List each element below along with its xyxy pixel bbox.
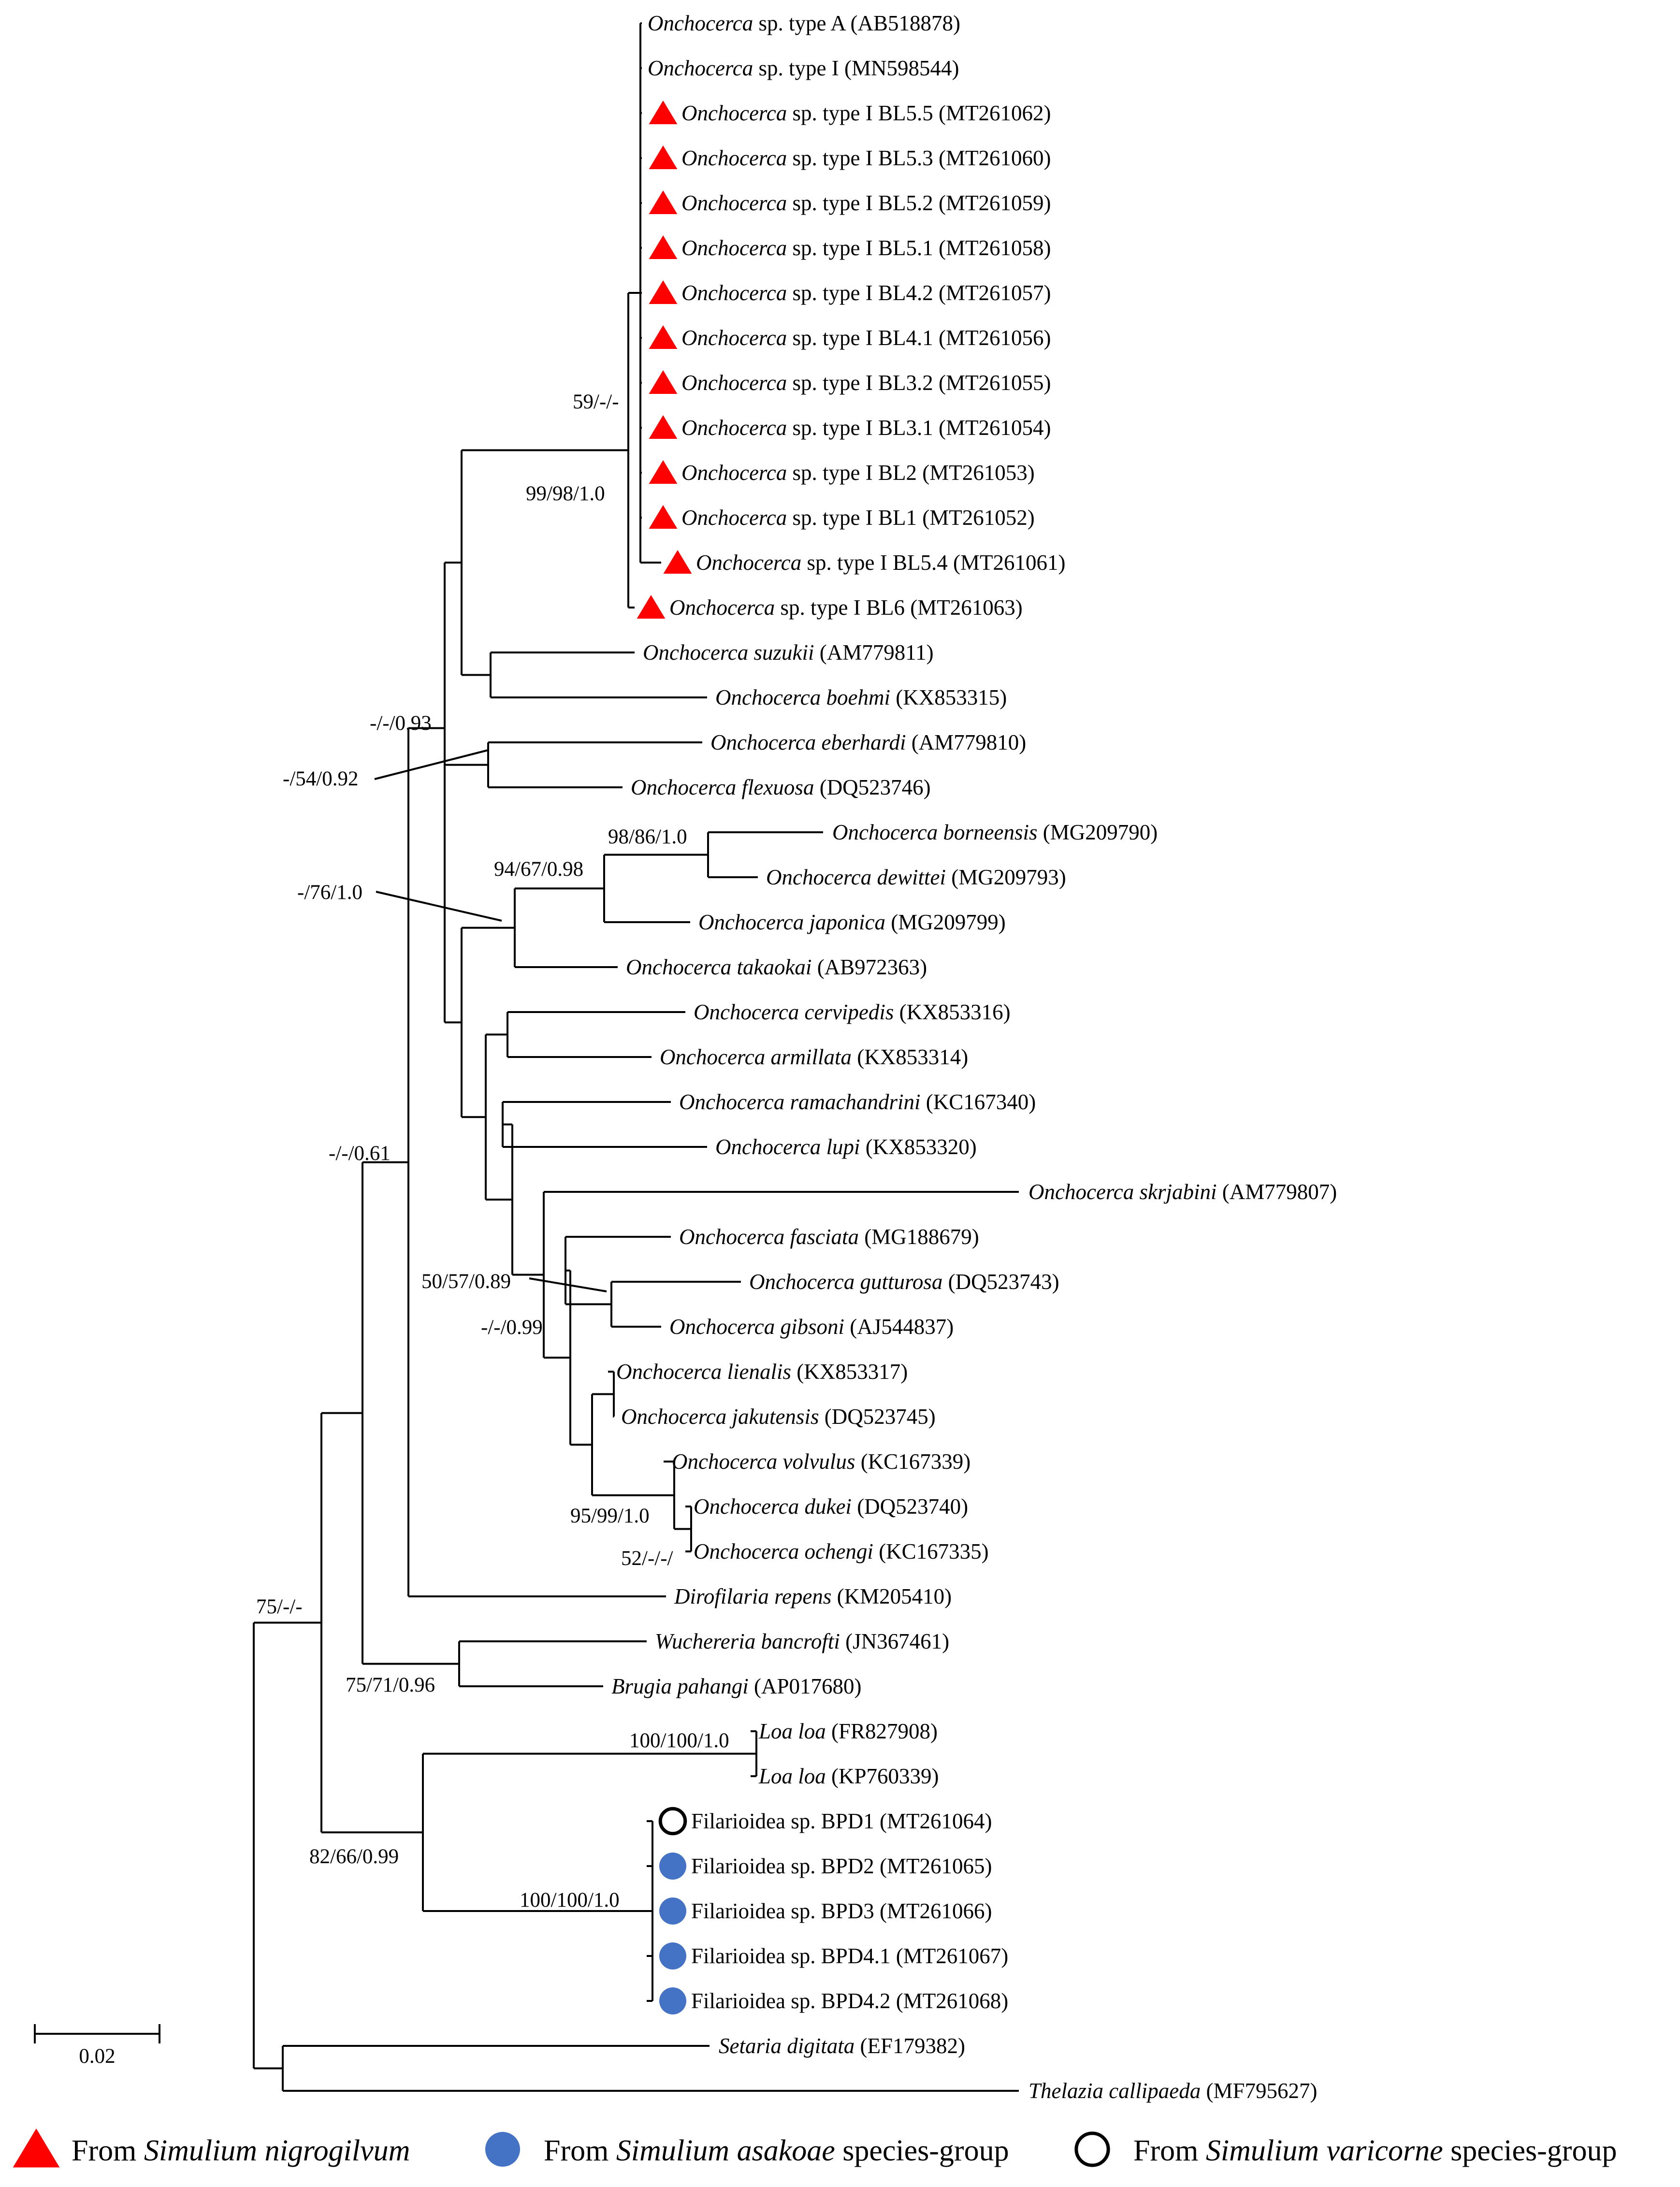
red-triangle-marker — [649, 190, 678, 214]
taxon-label: Loa loa (KP760339) — [758, 1764, 939, 1788]
red-triangle-marker — [649, 505, 678, 529]
taxon-label: Onchocerca eberhardi (AM779810) — [710, 730, 1026, 754]
support-value: 52/-/-/ — [621, 1547, 673, 1570]
legend-circle-icon — [1074, 2131, 1110, 2167]
support-value: -/54/0.92 — [283, 768, 358, 790]
support-value: 99/98/1.0 — [526, 482, 605, 505]
taxon-label: Onchocerca sp. type I BL5.2 (MT261059) — [681, 191, 1051, 215]
support-value: -/-/0.93 — [370, 712, 432, 735]
taxon-label: Onchocerca sp. type I BL3.1 (MT261054) — [681, 416, 1051, 440]
taxon-label: Onchocerca borneensis (MG209790) — [832, 820, 1158, 844]
blue-dot-marker — [659, 1853, 686, 1880]
annotation-leader — [376, 891, 502, 922]
taxon-label: Onchocerca sp. type I BL4.2 (MT261057) — [681, 281, 1051, 305]
tip-markers — [637, 101, 692, 2014]
taxon-label: Onchocerca japonica (MG209799) — [698, 910, 1006, 934]
taxon-label: Onchocerca gibsoni (AJ544837) — [669, 1315, 954, 1339]
legend-label: From Simulium nigrogilvum — [72, 2134, 410, 2167]
taxon-label: Onchocerca sp. type I BL5.3 (MT261060) — [681, 146, 1051, 170]
taxon-label: Onchocerca sp. type I BL4.1 (MT261056) — [681, 326, 1051, 350]
legend-triangle-icon — [13, 2129, 60, 2168]
support-value: 98/86/1.0 — [608, 826, 687, 848]
taxon-label: Onchocerca boehmi (KX853315) — [715, 685, 1007, 710]
taxon-label: Onchocerca dukei (DQ523740) — [694, 1494, 968, 1519]
taxon-label: Filarioidea sp. BPD4.1 (MT261067) — [691, 1944, 1008, 1968]
support-value: 100/100/1.0 — [629, 1729, 729, 1752]
red-triangle-marker — [649, 415, 678, 439]
support-value: -/-/0.99 — [481, 1316, 543, 1339]
taxon-label: Onchocerca volvulus (KC167339) — [672, 1449, 970, 1474]
support-value: 50/57/0.89 — [421, 1270, 511, 1293]
taxon-label: Onchocerca dewittei (MG209793) — [766, 865, 1066, 889]
taxon-label: Setaria digitata (EF179382) — [719, 2034, 965, 2058]
taxon-label: Thelazia callipaeda (MF795627) — [1028, 2079, 1318, 2103]
support-value: 75/-/- — [256, 1595, 303, 1618]
taxon-label: Dirofilaria repens (KM205410) — [674, 1584, 952, 1608]
red-triangle-marker — [649, 460, 678, 484]
annotation-leader — [529, 1277, 607, 1292]
taxon-label: Onchocerca sp. type I BL5.1 (MT261058) — [681, 236, 1051, 260]
taxon-label: Onchocerca suzukii (AM779811) — [643, 640, 934, 665]
support-value: -/-/0.61 — [329, 1142, 391, 1165]
tree-branches — [253, 22, 1019, 2092]
scale-bar: 0.02 — [34, 2024, 160, 2068]
red-triangle-marker — [649, 145, 678, 169]
red-triangle-marker — [649, 235, 678, 259]
taxon-labels: Onchocerca sp. type A (AB518878) Onchocer… — [611, 11, 1337, 2103]
red-triangle-marker — [649, 280, 678, 304]
taxon-label: Onchocerca sp. type I BL6 (MT261063) — [669, 595, 1023, 620]
taxon-label: Onchocerca sp. type A (AB518878) — [648, 11, 960, 35]
legend-label: From Simulium asakoae species-group — [544, 2134, 1009, 2167]
taxon-label: Onchocerca lienalis (KX853317) — [616, 1360, 908, 1384]
taxon-label: Filarioidea sp. BPD3 (MT261066) — [691, 1899, 992, 1923]
legend-label: From Simulium varicorne species-group — [1133, 2134, 1617, 2167]
scale-bar-label: 0.02 — [79, 2045, 115, 2068]
blue-dot-marker — [659, 1897, 686, 1925]
taxon-label: Onchocerca ramachandrini (KC167340) — [679, 1090, 1036, 1114]
support-value: 95/99/1.0 — [570, 1505, 650, 1527]
taxon-label: Brugia pahangi (AP017680) — [611, 1674, 862, 1698]
support-value: -/76/1.0 — [297, 881, 362, 904]
taxon-label: Onchocerca sp. type I BL1 (MT261052) — [681, 506, 1035, 530]
taxon-label: Loa loa (FR827908) — [758, 1719, 938, 1743]
red-triangle-marker — [649, 370, 678, 394]
taxon-label: Onchocerca ochengi (KC167335) — [694, 1539, 989, 1564]
blue-dot-marker — [659, 1987, 686, 2014]
red-triangle-marker — [637, 595, 666, 619]
legend-dot-icon — [485, 2132, 520, 2167]
taxon-label: Onchocerca sp. type I BL2 (MT261053) — [681, 461, 1035, 485]
open-circle-marker — [658, 1807, 687, 1836]
red-triangle-marker — [649, 101, 678, 124]
support-value: 59/-/- — [573, 391, 619, 413]
taxon-label: Onchocerca sp. type I BL5.5 (MT261062) — [681, 101, 1051, 125]
annotation-leader — [374, 749, 489, 780]
taxon-label: Filarioidea sp. BPD1 (MT261064) — [691, 1809, 992, 1833]
red-triangle-marker — [649, 325, 678, 349]
support-values: 59/-/- 99/98/1.0 -/-/0.93 -/54/0.92 98/86/1.… — [256, 391, 729, 1912]
blue-dot-marker — [659, 1942, 686, 1970]
taxon-label: Onchocerca sp. type I (MN598544) — [648, 56, 959, 80]
taxon-label: Onchocerca gutturosa (DQ523743) — [749, 1270, 1059, 1294]
support-value: 94/67/0.98 — [494, 858, 583, 881]
support-value: 75/71/0.96 — [346, 1674, 435, 1696]
taxon-label: Onchocerca skrjabini (AM779807) — [1028, 1180, 1337, 1204]
taxon-label: Onchocerca armillata (KX853314) — [660, 1045, 968, 1069]
taxon-label: Filarioidea sp. BPD4.2 (MT261068) — [691, 1989, 1008, 2013]
taxon-label: Filarioidea sp. BPD2 (MT261065) — [691, 1854, 992, 1878]
red-triangle-marker — [663, 550, 692, 574]
taxon-label: Wuchereria bancrofti (JN367461) — [655, 1629, 949, 1653]
taxon-label: Onchocerca sp. type I BL5.4 (MT261061) — [696, 550, 1065, 575]
support-value: 82/66/0.99 — [309, 1845, 399, 1868]
taxon-label: Onchocerca sp. type I BL3.2 (MT261055) — [681, 371, 1051, 395]
taxon-label: Onchocerca cervipedis (KX853316) — [694, 1000, 1011, 1024]
taxon-label: Onchocerca jakutensis (DQ523745) — [621, 1405, 936, 1429]
legend: From Simulium nigrogilvum From Simulium a… — [13, 2129, 1617, 2168]
taxon-label: Onchocerca takaokai (AB972363) — [626, 955, 927, 979]
taxon-label: Onchocerca flexuosa (DQ523746) — [631, 775, 931, 799]
taxon-label: Onchocerca fasciata (MG188679) — [679, 1225, 979, 1249]
support-value: 100/100/1.0 — [520, 1889, 620, 1912]
taxon-label: Onchocerca lupi (KX853320) — [715, 1135, 977, 1159]
